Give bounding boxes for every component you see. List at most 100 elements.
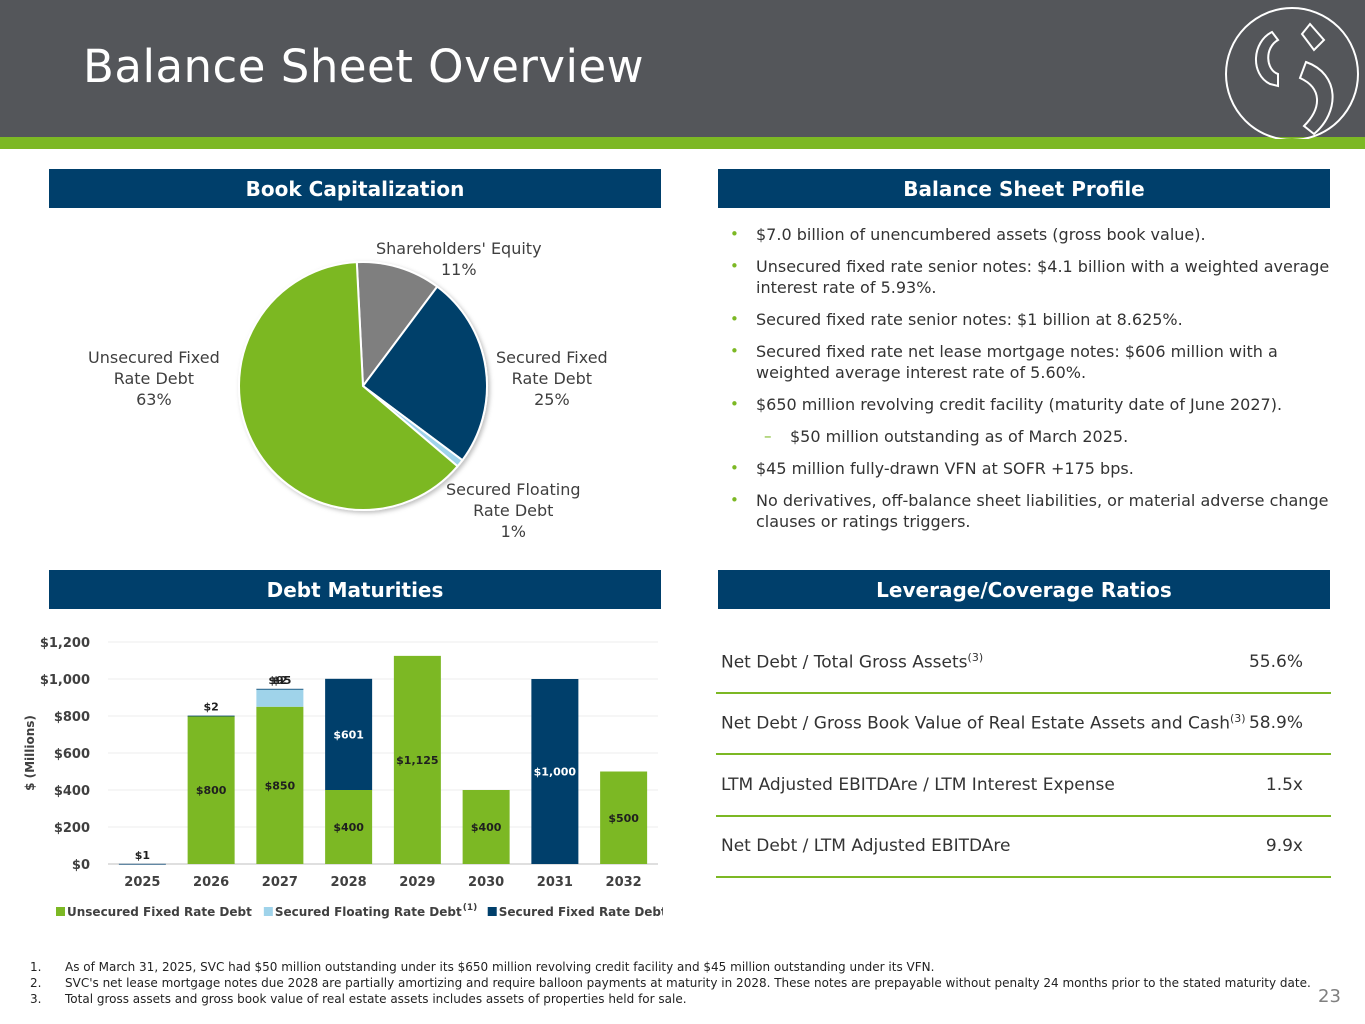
legend-swatch	[487, 907, 497, 916]
profile-item: • $45 million fully-drawn VFN at SOFR +17…	[730, 459, 1134, 478]
x-tick-label: 2028	[331, 875, 367, 890]
profile-item: • Secured fixed rate senior notes: $1 bil…	[730, 310, 1183, 329]
bar-segment	[118, 863, 166, 865]
section-header-debt-maturities: Debt Maturities	[49, 570, 661, 609]
y-tick-label: $0	[72, 858, 90, 873]
pie-label-secured-fixed: Secured Fixed Rate Debt 25%	[496, 348, 608, 409]
x-tick-label: 2031	[537, 875, 573, 890]
bullet-icon: •	[730, 310, 739, 328]
section-header-leverage-ratios: Leverage/Coverage Ratios	[718, 570, 1330, 609]
data-label: $800	[196, 784, 227, 797]
footnote: 2. SVC's net lease mortgage notes due 202…	[30, 976, 1311, 990]
section-header-balance-sheet-profile: Balance Sheet Profile	[718, 169, 1330, 208]
ratio-label: Net Debt / Total Gross Assets(3)	[721, 650, 984, 673]
bullet-icon: •	[730, 257, 739, 275]
page-number: 23	[1318, 986, 1341, 1007]
profile-item: • $7.0 billion of unencumbered assets (gr…	[730, 225, 1206, 244]
bullet-icon: •	[730, 491, 739, 509]
data-label: $1,125	[396, 754, 438, 767]
data-label: $1,000	[534, 766, 577, 779]
x-tick-label: 2026	[193, 875, 229, 890]
ratio-value: 9.9x	[1265, 836, 1303, 857]
footnotes: 1. As of March 31, 2025, SVC had $50 mill…	[30, 959, 1320, 1007]
x-tick-label: 2029	[399, 875, 435, 890]
bar-segment	[187, 716, 235, 864]
dash-icon: –	[764, 427, 772, 445]
data-label: $500	[608, 812, 639, 825]
legend-label: Secured Fixed Rate Debt	[499, 905, 663, 919]
legend-swatch	[56, 907, 65, 916]
data-label: $2	[203, 701, 218, 714]
profile-subitem: – $50 million outstanding as of March 202…	[764, 427, 1129, 446]
y-tick-label: $1,200	[40, 636, 90, 651]
bullet-icon: •	[730, 459, 739, 477]
ratio-row: Net Debt / LTM Adjusted EBITDAre 9.9x	[716, 817, 1331, 878]
data-label: $2	[272, 674, 287, 687]
y-tick-label: $600	[54, 747, 90, 762]
profile-item: • Unsecured fixed rate senior notes: $4.1…	[730, 257, 1330, 297]
data-label: $1	[135, 849, 150, 862]
pie-slice	[355, 261, 439, 389]
bar-segment	[256, 688, 304, 690]
legend-footnote-marker: (1)	[463, 903, 478, 913]
bar-segment	[393, 655, 441, 864]
data-label: $601	[333, 728, 364, 741]
profile-item: • $650 million revolving credit facility …	[730, 395, 1283, 414]
data-label: $400	[471, 821, 502, 834]
ratio-row: Net Debt / Gross Book Value of Real Esta…	[716, 694, 1331, 755]
legend-swatch	[263, 907, 273, 916]
bar-segment	[531, 679, 579, 864]
bar-segment	[187, 715, 235, 717]
debt-maturities-bar-chart: $0 $200 $400 $600 $800 $1,000 $1,200 $ (Million…	[18, 625, 682, 925]
y-tick-label: $400	[54, 784, 90, 799]
ratio-label: Net Debt / Gross Book Value of Real Esta…	[721, 712, 1246, 735]
book-capitalization-pie-chart: Shareholders' Equity 11% Secured Fixed R…	[48, 215, 660, 555]
x-tick-label: 2027	[262, 875, 298, 890]
balance-sheet-profile-list: • $7.0 billion of unencumbered assets (gr…	[730, 224, 1330, 543]
bar-segment	[256, 689, 304, 707]
bullet-icon: •	[730, 342, 739, 360]
pie-slice	[361, 285, 488, 462]
pie-slice	[238, 261, 459, 511]
y-axis-label: $ (Millions)	[23, 715, 37, 791]
x-tick-label: 2030	[468, 875, 504, 890]
pie-label-secured-floating: Secured Floating Rate Debt 1%	[446, 480, 581, 541]
ratio-value: 1.5x	[1265, 774, 1303, 795]
bar-segment	[256, 706, 304, 864]
company-logo-icon	[1225, 7, 1359, 139]
bar-segment	[462, 790, 510, 864]
y-tick-label: $200	[54, 821, 90, 836]
bullet-icon: •	[730, 395, 739, 413]
ratio-label: LTM Adjusted EBITDAre / LTM Interest Exp…	[721, 774, 1115, 795]
ratio-value: 55.6%	[1248, 651, 1303, 672]
data-label: $400	[333, 821, 364, 834]
data-label: $95	[268, 674, 291, 687]
pie-label-equity: Shareholders' Equity 11%	[376, 239, 542, 279]
section-header-book-capitalization: Book Capitalization	[49, 169, 661, 208]
profile-item: • No derivatives, off-balance sheet liabi…	[730, 491, 1329, 531]
bar-segment	[325, 790, 373, 864]
ratio-row: Net Debt / Total Gross Assets(3) 55.6%	[716, 632, 1331, 694]
bullet-icon: •	[730, 225, 739, 243]
pie-svg	[238, 261, 488, 511]
x-tick-label: 2025	[124, 875, 160, 890]
bar-segment	[325, 678, 373, 790]
accent-band	[0, 137, 1365, 149]
legend-label: Unsecured Fixed Rate Debt	[67, 905, 252, 919]
footnote: 3. Total gross assets and gross book valu…	[30, 992, 687, 1006]
legend-label: Secured Floating Rate Debt	[275, 905, 462, 919]
footnote: 1. As of March 31, 2025, SVC had $50 mill…	[30, 960, 935, 974]
bar-svg: $0 $200 $400 $600 $800 $1,000 $1,200 $ (Million…	[23, 636, 682, 919]
profile-item: • Secured fixed rate net lease mortgage n…	[730, 342, 1278, 382]
header-bar	[0, 0, 1365, 137]
page-title: Balance Sheet Overview	[83, 40, 645, 93]
bar-segment	[600, 771, 648, 864]
y-tick-label: $800	[54, 710, 90, 725]
data-label: $850	[265, 779, 296, 792]
y-tick-label: $1,000	[40, 673, 90, 688]
pie-label-unsecured: Unsecured Fixed Rate Debt 63%	[88, 348, 220, 409]
ratio-label: Net Debt / LTM Adjusted EBITDAre	[721, 836, 1011, 857]
leverage-ratios-table: Net Debt / Total Gross Assets(3) 55.6% N…	[716, 632, 1331, 878]
ratio-row: LTM Adjusted EBITDAre / LTM Interest Exp…	[716, 755, 1331, 817]
x-tick-label: 2032	[606, 875, 642, 890]
